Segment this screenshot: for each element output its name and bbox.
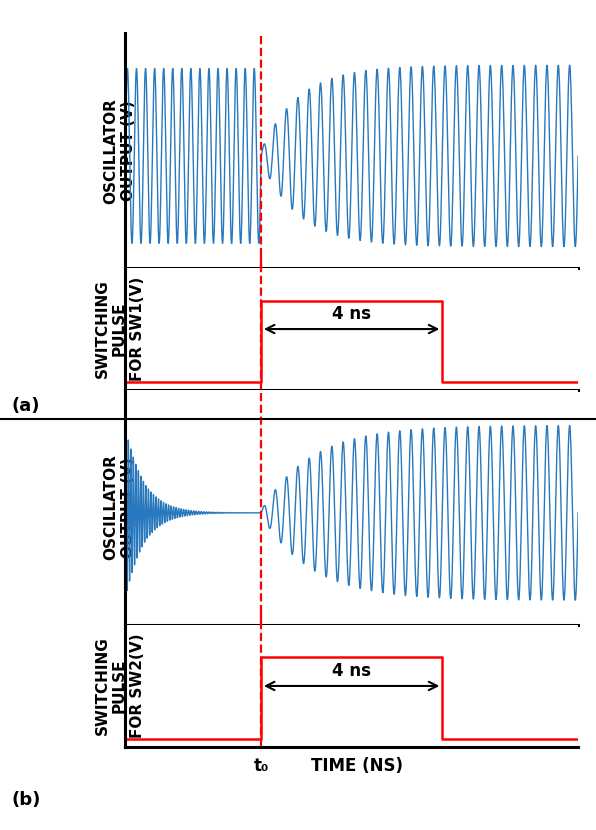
Text: 4 ns: 4 ns bbox=[332, 662, 371, 681]
Y-axis label: SWITCHING
PULSE
FOR SW2(V): SWITCHING PULSE FOR SW2(V) bbox=[95, 633, 144, 738]
Text: TIME (NS): TIME (NS) bbox=[311, 400, 403, 417]
Text: t₀: t₀ bbox=[253, 757, 269, 774]
Text: t₀: t₀ bbox=[253, 400, 269, 417]
Y-axis label: SWITCHING
PULSE
FOR SW1(V): SWITCHING PULSE FOR SW1(V) bbox=[95, 277, 144, 381]
Text: 4 ns: 4 ns bbox=[332, 305, 371, 324]
Y-axis label: OSCILLATOR
OUTPUT (V): OSCILLATOR OUTPUT (V) bbox=[103, 455, 136, 560]
Text: (a): (a) bbox=[12, 397, 41, 415]
Y-axis label: OSCILLATOR
OUTPUT (V): OSCILLATOR OUTPUT (V) bbox=[103, 98, 136, 203]
Text: TIME (NS): TIME (NS) bbox=[311, 757, 403, 774]
Text: (b): (b) bbox=[12, 791, 41, 809]
